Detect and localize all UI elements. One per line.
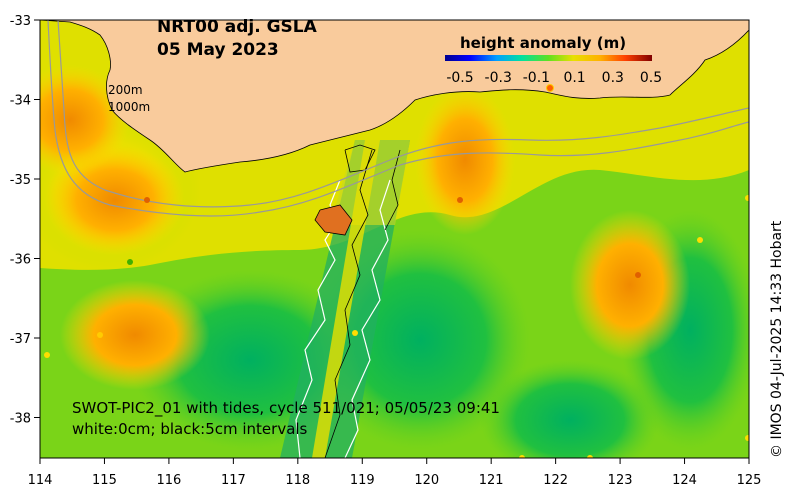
colorbar-gradient [445,55,652,61]
y-axis: -33 -34 -35 -36 -37 -38 [10,14,40,427]
contour-label-1000m: 1000m [108,100,150,114]
colorbar-tick-label: 0.3 [602,70,624,86]
contour-1000m [47,20,749,217]
swot-swath [280,140,410,458]
eddy-green-southeast [480,360,660,458]
observation-dots [44,84,749,458]
credit-text: © IMOS 04-Jul-2025 14:33 Hobart [769,220,785,458]
x-tick-label: 123 [608,473,633,488]
x-tick-label: 116 [156,473,181,488]
colorbar-tick-label: -0.3 [485,70,512,86]
title-line-1: NRT00 adj. GSLA [157,17,318,37]
colorbar-tick-label: -0.1 [523,70,550,86]
y-tick-label: -35 [10,173,31,188]
colorbar-ticks: -0.5 -0.3 -0.1 0.1 0.3 0.5 [446,70,662,86]
y-tick-label: -38 [10,412,31,427]
colorbar-tick-label: 0.1 [563,70,585,86]
x-tick-label: 124 [672,473,697,488]
x-axis: 114 115 116 117 118 119 120 121 122 123 124 125 [28,458,762,488]
eddy-warm-central [415,85,515,235]
x-tick-label: 115 [92,473,117,488]
colorbar-tick-label: 0.5 [640,70,662,86]
x-tick-label: 125 [737,473,762,488]
eddy-warm-southwest [60,280,210,390]
plot-area [40,20,749,458]
contour-label-200m: 200m [108,83,143,97]
swot-caption-line-2: white:0cm; black:5cm intervals [72,420,308,438]
x-tick-label: 114 [28,473,53,488]
x-tick-label: 118 [285,473,310,488]
y-tick-label: -37 [10,332,31,347]
eddy-warm-east [570,210,690,360]
y-tick-label: -36 [10,253,31,268]
x-tick-label: 119 [350,473,375,488]
y-tick-label: -34 [10,94,31,109]
y-tick-label: -33 [10,14,31,29]
plot-frame [39,19,750,459]
colorbar-title: height anomaly (m) [460,34,626,52]
title-line-2: 05 May 2023 [157,40,279,60]
swot-caption-line-1: SWOT-PIC2_01 with tides, cycle 511/021; … [72,399,500,418]
x-tick-label: 121 [479,473,504,488]
x-tick-label: 117 [221,473,246,488]
contour-200m [57,20,749,208]
x-tick-label: 120 [414,473,439,488]
colorbar-tick-label: -0.5 [446,70,473,86]
colorbar: height anomaly (m) -0.5 -0.3 -0.1 0.1 0.3 0.5 [445,34,662,86]
x-tick-label: 122 [543,473,568,488]
